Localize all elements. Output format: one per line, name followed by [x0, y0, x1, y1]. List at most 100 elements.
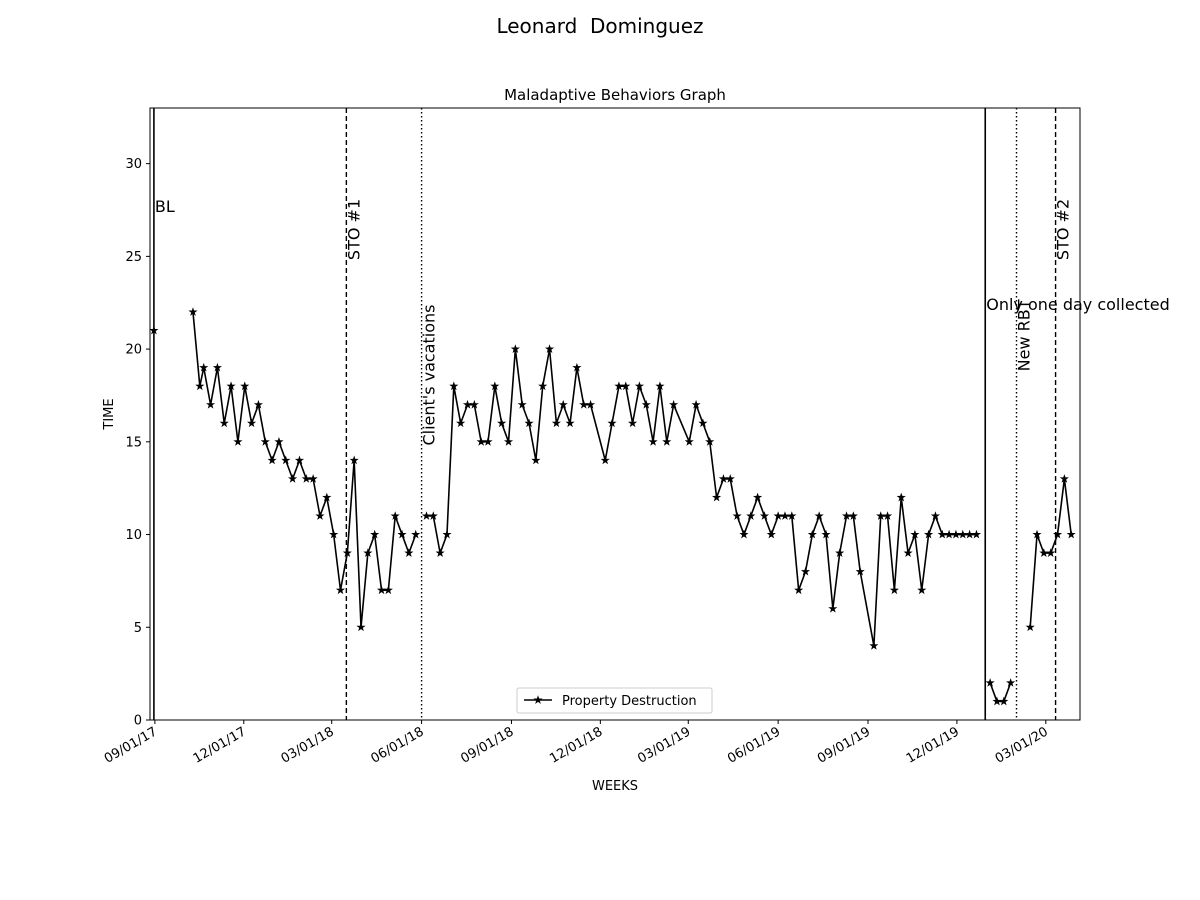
- data-point: [634, 381, 644, 391]
- data-point: [712, 492, 722, 502]
- data-point: [848, 511, 858, 520]
- phase-label: Client's vacations: [420, 305, 439, 446]
- data-point: [376, 585, 387, 595]
- y-axis-label: TIME: [102, 398, 117, 430]
- data-point: [404, 548, 414, 557]
- data-point: [937, 529, 947, 539]
- data-point: [524, 418, 534, 428]
- data-point: [233, 437, 243, 446]
- data-point: [322, 492, 332, 502]
- data-point: [1066, 529, 1076, 539]
- data-point: [669, 399, 679, 409]
- phase-label: Only one day collected: [986, 295, 1170, 314]
- x-tick-label: 09/01/17: [102, 724, 160, 766]
- x-tick-label: 12/01/19: [904, 724, 962, 766]
- data-point: [363, 548, 373, 557]
- data-point: [1025, 622, 1035, 632]
- data-point: [910, 529, 920, 539]
- data-point: [607, 418, 617, 428]
- data-point: [882, 511, 893, 520]
- data-point: [725, 474, 735, 483]
- data-point: [773, 511, 783, 520]
- y-axis: 0 5 10 15 20 25 30: [125, 157, 150, 729]
- data-point: [199, 362, 209, 372]
- data-point: [476, 437, 486, 446]
- data-point: [766, 529, 776, 539]
- data-point: [308, 474, 318, 483]
- phase-label: New RBT: [1015, 299, 1034, 371]
- x-tick-label: 06/01/19: [725, 724, 783, 766]
- data-point: [662, 437, 672, 446]
- data-point: [253, 399, 263, 409]
- series-property-destruction: [149, 307, 1076, 706]
- data-point: [370, 529, 380, 539]
- data-point: [951, 529, 961, 539]
- phase-label: STO #1: [344, 199, 363, 260]
- data-point: [648, 437, 658, 446]
- data-point: [684, 437, 694, 446]
- data-point: [759, 511, 770, 520]
- data-point: [924, 529, 934, 539]
- data-point: [965, 529, 975, 539]
- data-point: [349, 455, 359, 465]
- data-point: [149, 325, 159, 335]
- data-point: [821, 529, 831, 539]
- data-point: [206, 399, 216, 409]
- data-point: [698, 418, 708, 428]
- data-point: [411, 529, 421, 539]
- data-point: [739, 529, 749, 539]
- data-point: [1046, 548, 1056, 557]
- legend-star-marker: [533, 695, 543, 704]
- legend-box: [516, 687, 713, 714]
- data-point: [342, 548, 352, 557]
- x-tick-label: 03/01/19: [635, 724, 693, 766]
- x-tick-label: 12/01/17: [191, 724, 249, 766]
- data-point: [558, 399, 568, 409]
- y-tick-label: 30: [125, 157, 142, 172]
- data-point: [718, 474, 728, 483]
- data-point: [814, 511, 824, 520]
- data-point: [456, 418, 466, 428]
- data-point: [335, 585, 346, 595]
- data-point: [219, 418, 229, 428]
- data-point: [780, 511, 790, 520]
- data-point: [240, 381, 250, 391]
- data-point: [428, 511, 438, 520]
- data-point: [356, 622, 366, 632]
- y-tick-label: 5: [134, 621, 142, 636]
- x-tick-label: 03/01/20: [993, 724, 1051, 766]
- data-point: [544, 344, 555, 353]
- y-tick-label: 25: [125, 250, 142, 265]
- x-axis: 09/01/17 12/01/17 03/01/18 06/01/18 09/01/18…: [102, 720, 1051, 767]
- data-point: [315, 511, 325, 520]
- data-point: [538, 381, 548, 391]
- data-point: [614, 381, 624, 391]
- data-point: [917, 585, 927, 595]
- series-line: [989, 682, 1012, 703]
- data-point: [1032, 529, 1042, 539]
- data-point: [1059, 474, 1069, 483]
- data-point: [421, 511, 432, 520]
- data-point: [944, 529, 954, 539]
- data-point: [195, 381, 205, 391]
- data-point: [281, 455, 291, 465]
- data-point: [1052, 529, 1063, 539]
- data-point: [329, 529, 339, 539]
- phase-label: STO #2: [1054, 199, 1073, 260]
- chart-title: Maladaptive Behaviors Graph: [504, 86, 726, 104]
- data-point: [572, 362, 582, 372]
- y-tick-label: 10: [125, 528, 142, 543]
- data-point: [621, 381, 631, 391]
- series-line: [426, 348, 977, 647]
- data-point: [294, 455, 305, 465]
- data-point: [531, 455, 541, 465]
- data-point: [247, 418, 257, 428]
- legend[interactable]: Property Destruction: [516, 687, 713, 714]
- data-point: [930, 511, 940, 520]
- data-point: [841, 511, 852, 520]
- data-point: [787, 511, 797, 520]
- data-point: [565, 418, 575, 428]
- data-point: [855, 566, 865, 576]
- data-point: [301, 474, 311, 483]
- data-point: [958, 529, 968, 539]
